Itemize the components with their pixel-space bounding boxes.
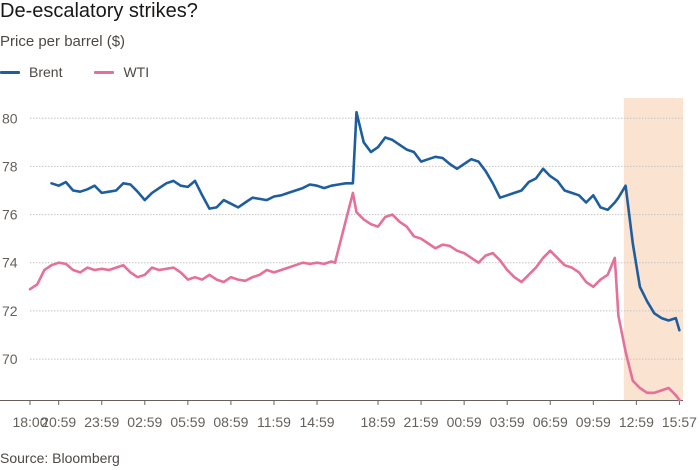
x-tick-label: 09:59 bbox=[576, 414, 611, 430]
legend-swatch-wti bbox=[94, 70, 115, 74]
x-tick-label: 18:59 bbox=[361, 414, 396, 430]
source-note: Source: Bloomberg bbox=[0, 450, 120, 466]
x-tick-label: 02:59 bbox=[127, 414, 162, 430]
x-tick-label: 11:59 bbox=[257, 414, 291, 430]
series-line-wti bbox=[28, 191, 681, 402]
x-tick-label: 08:59 bbox=[213, 414, 248, 430]
y-tick-label: 78 bbox=[2, 158, 18, 174]
legend-label-wti: WTI bbox=[123, 64, 150, 80]
x-tick-label: 14:59 bbox=[300, 414, 335, 430]
x-tick-label: 06:59 bbox=[533, 414, 568, 430]
x-tick-label: 21:59 bbox=[404, 414, 439, 430]
chart-title: De-escalatory strikes? bbox=[0, 0, 198, 22]
legend-swatch-brent bbox=[0, 70, 20, 74]
y-tick-label: 76 bbox=[2, 207, 18, 223]
x-tick-label: 00:59 bbox=[447, 414, 482, 430]
x-tick-label: 03:59 bbox=[490, 414, 525, 430]
y-tick-label: 80 bbox=[2, 110, 18, 126]
y-tick-label: 70 bbox=[2, 351, 18, 367]
x-tick-label: 05:59 bbox=[170, 414, 205, 430]
x-tick-label: 12:59 bbox=[619, 414, 654, 430]
x-tick-label: 18:00 bbox=[12, 414, 47, 430]
y-tick-label: 72 bbox=[2, 303, 18, 319]
x-tick-label: 20:59 bbox=[41, 414, 76, 430]
legend-item-brent: Brent bbox=[0, 64, 62, 80]
y-tick-label: 74 bbox=[2, 255, 18, 271]
x-tick-label: 23:59 bbox=[84, 414, 119, 430]
chart-area: 70 72 74 76 78 80 18:00 20:59 23:59 02:59 05:59 08:… bbox=[0, 90, 700, 440]
legend-item-wti: WTI bbox=[94, 64, 149, 80]
series-line-brent bbox=[50, 110, 681, 332]
chart-subtitle: Price per barrel ($) bbox=[0, 33, 126, 50]
legend-label-brent: Brent bbox=[29, 64, 63, 80]
x-tick-label: 15:57 bbox=[662, 414, 697, 430]
chart-legend: Brent WTI bbox=[0, 64, 181, 80]
